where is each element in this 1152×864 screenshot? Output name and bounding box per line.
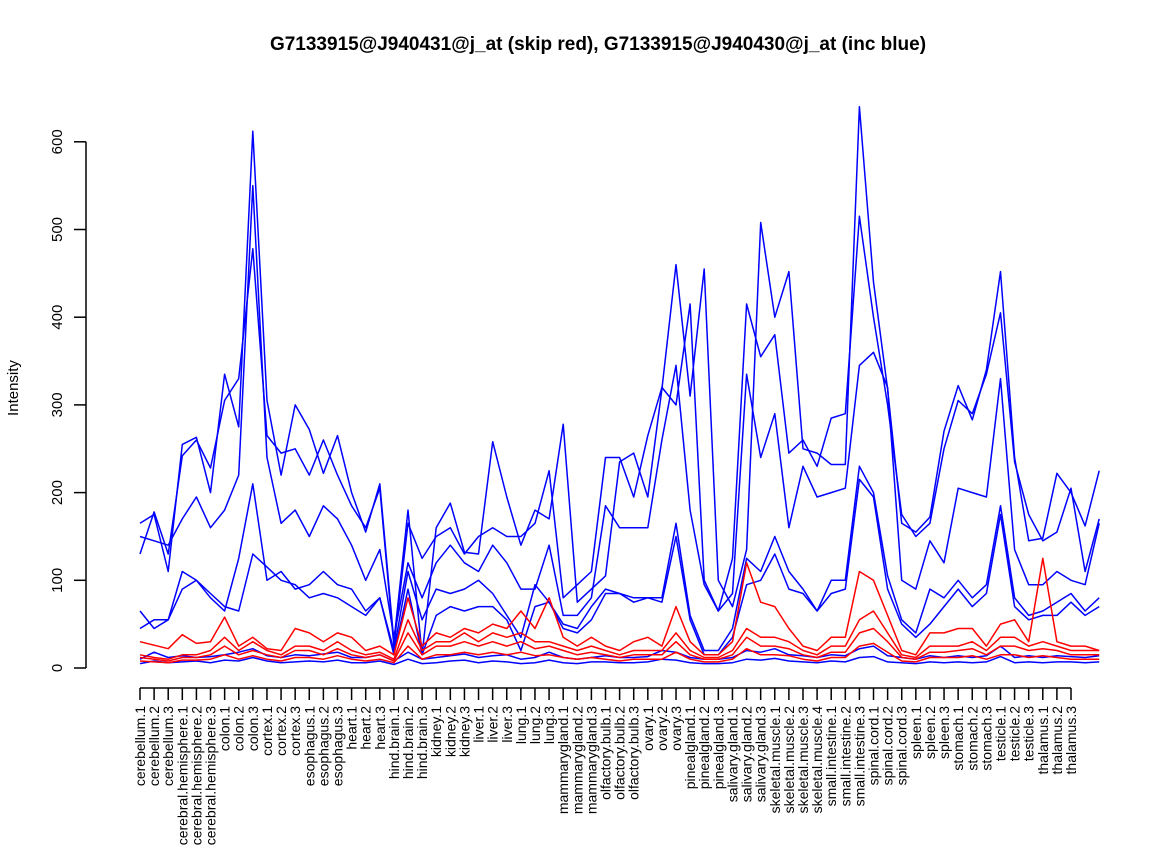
x-tick-label: skeletal.muscle.4	[809, 706, 825, 814]
x-tick-label: hind.brain.2	[400, 706, 416, 779]
x-tick-label: salivary.gland.2	[739, 706, 755, 802]
x-tick-label: cerebellum.2	[146, 706, 162, 786]
x-tick-label: spinal.cord.3	[894, 706, 910, 786]
x-tick-label: colon.2	[231, 706, 247, 751]
x-axis: cerebellum.1cerebellum.2cerebellum.3cere…	[132, 687, 1079, 846]
series-line-11	[139, 642, 1100, 664]
x-tick-label: ovary.3	[668, 706, 684, 751]
x-tick-label: spinal.cord.2	[880, 706, 896, 786]
x-tick-label: spleen.2	[922, 706, 938, 759]
x-tick-label: salivary.gland.3	[753, 706, 769, 802]
x-tick-label: esophagus.2	[315, 706, 331, 786]
y-tick-label: 300	[49, 392, 66, 417]
x-tick-label: skeletal.muscle.1	[767, 706, 783, 814]
x-tick-label: liver.2	[485, 706, 501, 743]
series-line-8	[139, 557, 1100, 656]
x-tick-label: skeletal.muscle.2	[781, 706, 797, 814]
y-tick-label: 200	[49, 480, 66, 505]
x-tick-label: lung.2	[527, 706, 543, 744]
x-tick-label: thalamus.1	[1035, 706, 1051, 775]
series-line-10	[139, 627, 1100, 662]
x-tick-label: cerebellum.3	[160, 706, 176, 786]
x-tick-label: ovary.1	[640, 706, 656, 751]
y-axis: 0 100 200 300 400 500 600	[49, 129, 87, 672]
x-tick-label: mammarygland.2	[569, 706, 585, 814]
y-tick-label: 0	[49, 664, 66, 672]
x-tick-label: small.intestine.2	[837, 706, 853, 807]
x-tick-label: testicle.1	[992, 706, 1008, 761]
x-tick-label: olfactory.bulb.3	[626, 706, 642, 800]
x-tick-label: mammarygland.1	[555, 706, 571, 814]
series-line-2	[139, 215, 1100, 647]
plot-area	[139, 105, 1100, 666]
x-tick-label: liver.3	[499, 706, 515, 743]
x-tick-label: olfactory.bulb.2	[612, 706, 628, 800]
x-tick-label: lung.1	[513, 706, 529, 744]
x-tick-label: cerebellum.1	[132, 706, 148, 786]
series-line-4	[139, 465, 1100, 652]
x-tick-label: salivary.gland.1	[724, 706, 740, 802]
x-tick-label: mammarygland.3	[583, 706, 599, 814]
series-line-5	[139, 478, 1100, 656]
x-tick-label: testicle.3	[1021, 706, 1037, 761]
x-tick-label: lung.3	[541, 706, 557, 744]
x-tick-label: hind.brain.3	[414, 706, 430, 779]
x-tick-label: spinal.cord.1	[866, 706, 882, 786]
x-tick-label: stomach.2	[964, 706, 980, 771]
series-line-7	[139, 655, 1100, 666]
x-tick-label: thalamus.3	[1063, 706, 1079, 775]
x-tick-label: esophagus.1	[301, 706, 317, 786]
series-line-1	[139, 105, 1100, 656]
x-tick-label: cerebral.hemisphere.3	[203, 706, 219, 846]
x-tick-label: spleen.3	[936, 706, 952, 759]
x-tick-label: kidney.3	[456, 706, 472, 757]
x-tick-label: stomach.3	[978, 706, 994, 771]
x-tick-label: kidney.2	[442, 706, 458, 757]
y-tick-label: 100	[49, 568, 66, 593]
x-tick-label: small.intestine.3	[851, 706, 867, 807]
x-tick-label: heart.1	[344, 706, 360, 750]
x-tick-label: kidney.1	[428, 706, 444, 757]
chart-title: G7133915@J940431@j_at (skip red), G71339…	[270, 34, 926, 55]
series-line-3	[139, 184, 1100, 639]
series-line-9	[139, 610, 1100, 660]
x-tick-label: olfactory.bulb.1	[598, 706, 614, 800]
x-tick-label: cortex.2	[273, 706, 289, 756]
x-tick-label: skeletal.muscle.3	[795, 706, 811, 814]
x-tick-label: esophagus.3	[329, 706, 345, 786]
y-tick-label: 600	[49, 129, 66, 154]
x-tick-label: ovary.2	[654, 706, 670, 751]
x-tick-label: heart.2	[358, 706, 374, 750]
x-tick-label: liver.1	[471, 706, 487, 743]
x-tick-label: colon.1	[217, 706, 233, 751]
x-tick-label: cerebral.hemisphere.1	[174, 706, 190, 846]
y-tick-label: 500	[49, 217, 66, 242]
x-tick-label: small.intestine.1	[823, 706, 839, 807]
x-tick-label: thalamus.2	[1049, 706, 1065, 775]
x-tick-label: spleen.1	[908, 706, 924, 759]
x-tick-label: hind.brain.1	[386, 706, 402, 779]
x-tick-label: pinealgland.1	[682, 706, 698, 790]
x-tick-label: cerebral.hemisphere.2	[188, 706, 204, 846]
x-tick-label: pinealgland.2	[696, 706, 712, 790]
x-tick-label: pinealgland.3	[710, 706, 726, 790]
x-tick-label: colon.3	[245, 706, 261, 751]
y-tick-label: 400	[49, 305, 66, 330]
y-axis-label: Intensity	[5, 360, 22, 416]
x-tick-label: heart.3	[372, 706, 388, 750]
x-tick-label: cortex.3	[287, 706, 303, 756]
x-tick-label: testicle.2	[1007, 706, 1023, 761]
x-tick-label: stomach.1	[950, 706, 966, 771]
x-tick-label: cortex.1	[259, 706, 275, 756]
